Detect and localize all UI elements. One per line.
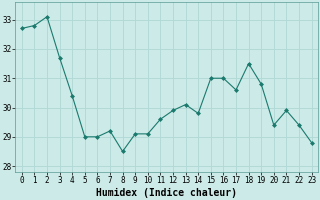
X-axis label: Humidex (Indice chaleur): Humidex (Indice chaleur) [96, 188, 237, 198]
